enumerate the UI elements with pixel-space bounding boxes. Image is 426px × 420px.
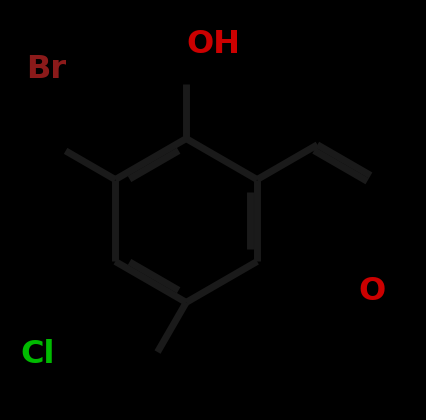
Text: Br: Br bbox=[26, 54, 66, 85]
Text: O: O bbox=[357, 276, 385, 307]
Text: Cl: Cl bbox=[20, 339, 55, 370]
Text: OH: OH bbox=[186, 29, 240, 60]
